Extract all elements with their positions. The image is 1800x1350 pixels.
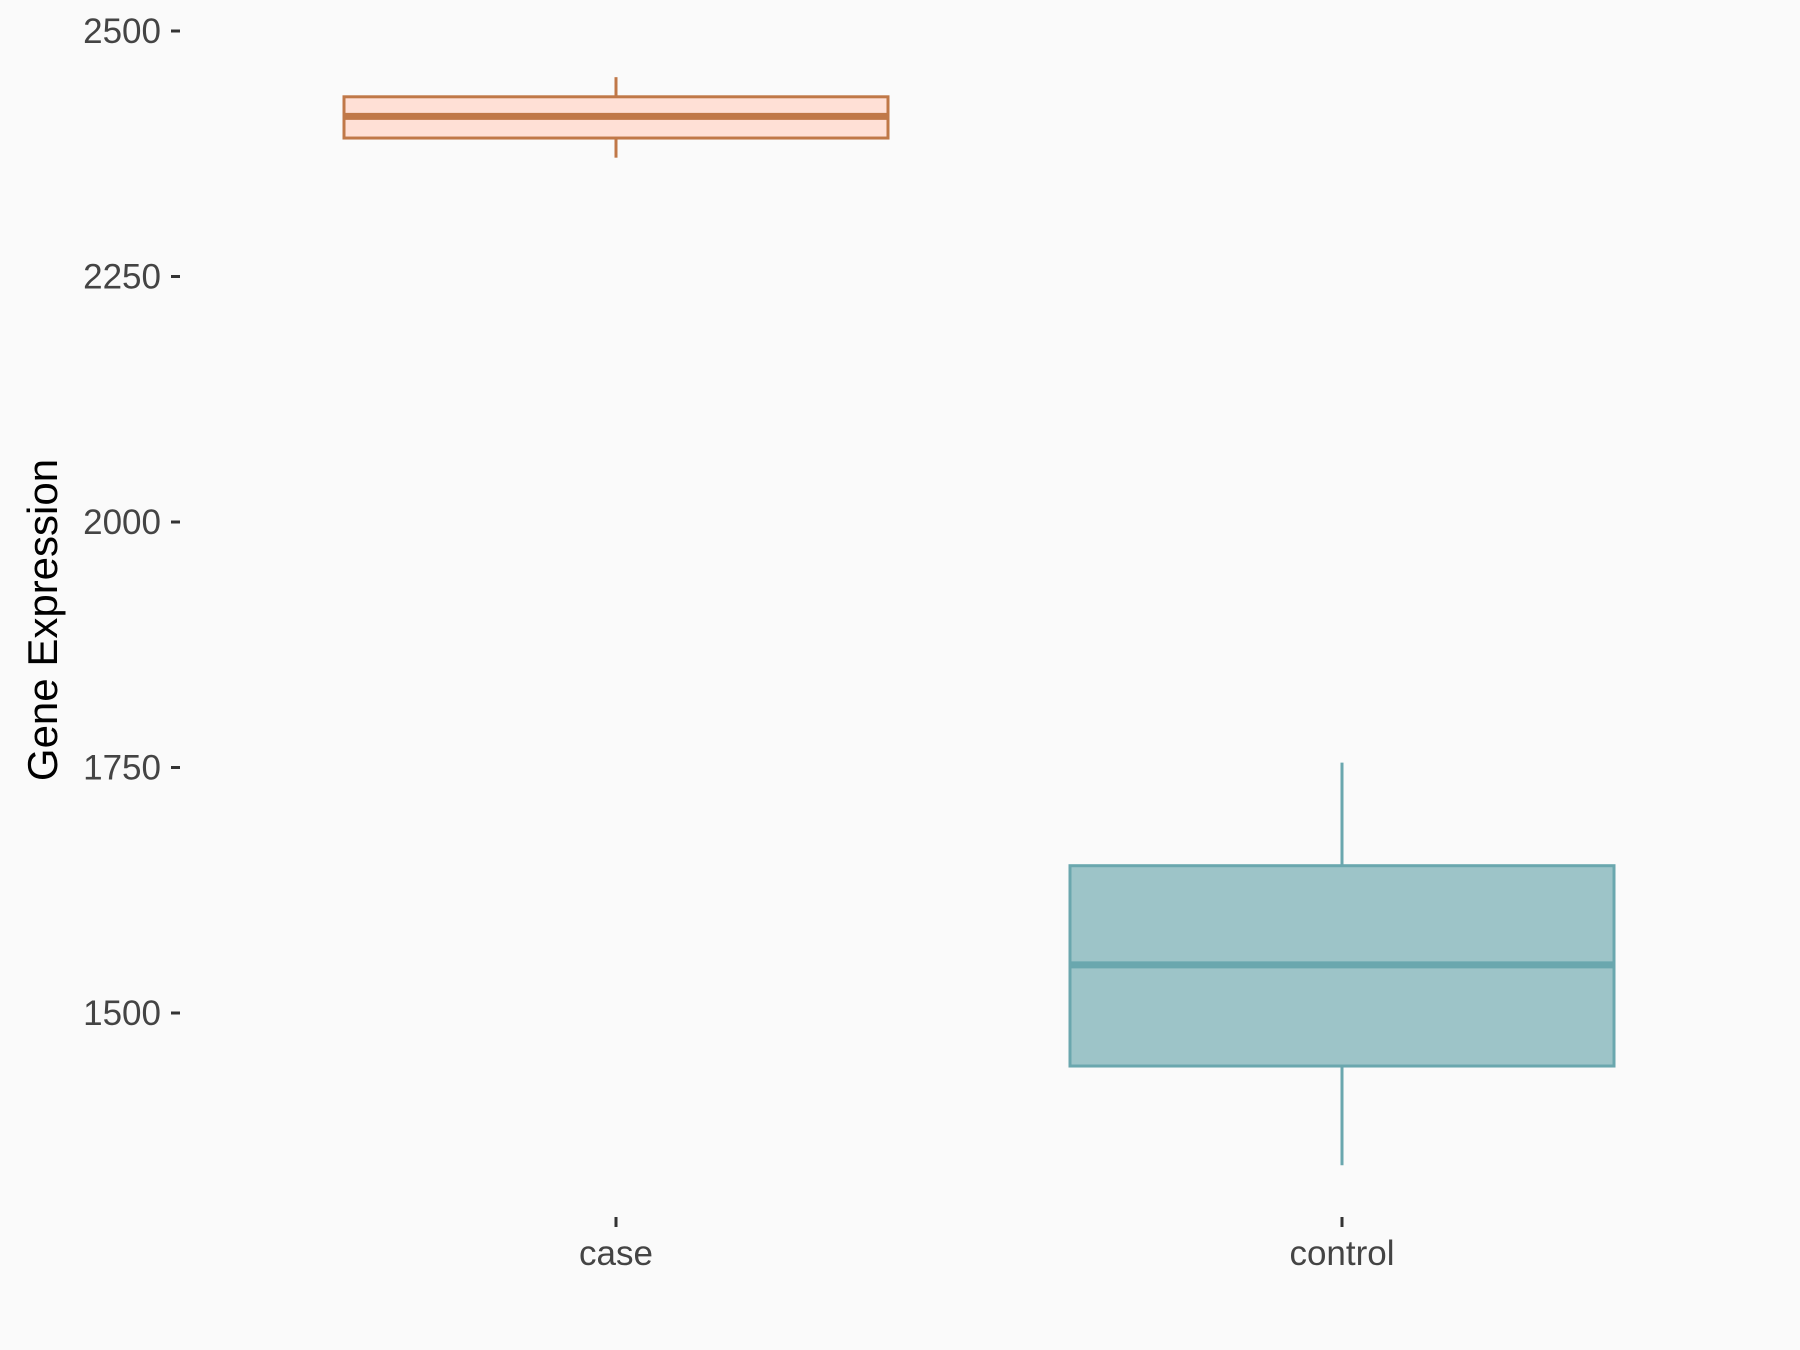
y-tick-label: 2000 [83,503,161,542]
box-case [342,77,890,158]
y-tick-label: 2250 [83,258,161,297]
boxes [342,77,1616,1166]
box-control [1068,762,1616,1166]
y-axis-title: Gene Expression [19,459,66,781]
y-tick-label: 1500 [83,994,161,1033]
y-tick-label: 1750 [83,749,161,788]
x-tick-label: control [1289,1234,1394,1273]
x-tick-label: case [579,1234,653,1273]
y-tick-label: 2500 [83,12,161,51]
y-axis: 1500 1750 2000 2250 2500 [83,12,180,1033]
x-axis: case control [579,1217,1395,1273]
